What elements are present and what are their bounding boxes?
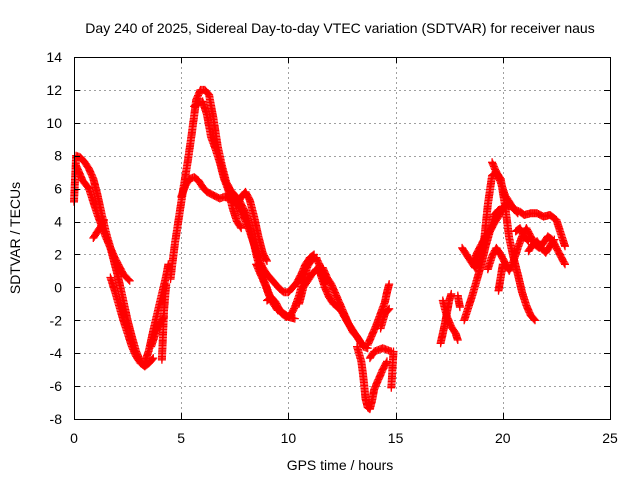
data-point [512,207,521,216]
y-tick-label: 8 [54,148,62,164]
x-tick-label: 20 [495,430,511,446]
data-point [522,235,531,244]
data-point [309,251,318,260]
data-series-trace-27 [488,158,522,218]
data-point [125,276,134,285]
data-series-trace-23 [453,291,464,312]
data-point [561,260,569,269]
axis-ticks: 0 5 10 15 20 25 -8 -6 -4 -2 0 2 4 6 8 10 12 14 [46,49,618,446]
data-point [385,304,394,313]
y-tick-label: 0 [54,279,62,295]
data-point [236,222,245,231]
y-tick-label: 6 [54,181,62,197]
data-point [447,289,456,298]
data-point [383,306,392,315]
data-point [149,354,158,363]
data-point [384,305,393,314]
data-point [263,257,271,265]
data-series-trace-22 [438,296,462,344]
y-axis-label: SDTVAR / TECUs [7,182,23,294]
data-series-trace-13 [263,293,299,323]
y-tick-label: -8 [50,411,63,427]
data-series-trace-7 [157,280,171,364]
data-point [529,314,538,323]
x-axis-label: GPS time / hours [287,457,394,473]
data-point [550,235,559,244]
data-point [549,237,558,245]
data-point [124,275,133,284]
data-point [389,347,398,356]
data-point [100,215,108,224]
data-point [203,88,212,97]
data-point [455,303,464,312]
data-point [290,314,299,323]
data-series-trace-15 [318,263,366,348]
data-series-trace-17 [363,280,394,349]
y-tick-label: -6 [50,378,63,394]
data-point [530,315,539,324]
data-series-trace-19 [376,304,394,333]
chart-title: Day 240 of 2025, Sidereal Day-to-day VTE… [85,20,594,36]
x-tick-label: 10 [281,430,297,446]
data-point [561,242,569,251]
y-tick-label: -2 [50,312,63,328]
data-series-trace-30 [494,260,507,295]
data-point [237,224,246,233]
data-point [357,339,366,348]
data-point [513,209,522,218]
data-point [524,237,533,246]
y-tick-label: 10 [46,115,62,131]
data-series-trace-10 [190,97,246,233]
y-tick-label: 14 [46,49,62,65]
data-series-trace-29 [524,235,559,257]
data-series-trace-31 [511,224,533,246]
x-tick-label: 15 [388,430,404,446]
data-point [560,259,569,267]
data-series-trace-11 [224,183,271,265]
x-tick-label: 25 [602,430,618,446]
data-point [385,280,394,289]
y-tick-label: -4 [50,345,63,361]
data-point [531,316,539,325]
x-tick-label: 0 [70,430,78,446]
data-series-trace-2 [72,161,134,285]
data-series-trace-3 [89,215,108,242]
data-point [162,280,171,289]
data-point [513,208,521,217]
data-point [453,336,462,344]
data-point [262,255,271,264]
data-point [356,338,365,346]
data-point [498,260,507,269]
data-series-trace-4 [106,273,149,371]
data-series-trace-20 [387,347,398,392]
x-tick-label: 5 [177,430,185,446]
data-layer [70,85,569,414]
plot-frame [74,57,611,420]
data-point [310,250,319,259]
y-tick-label: 2 [54,246,62,262]
data-series-trace-16 [353,342,391,414]
y-tick-label: 4 [54,214,62,230]
data-point [523,236,532,245]
y-tick-label: 12 [46,82,62,98]
